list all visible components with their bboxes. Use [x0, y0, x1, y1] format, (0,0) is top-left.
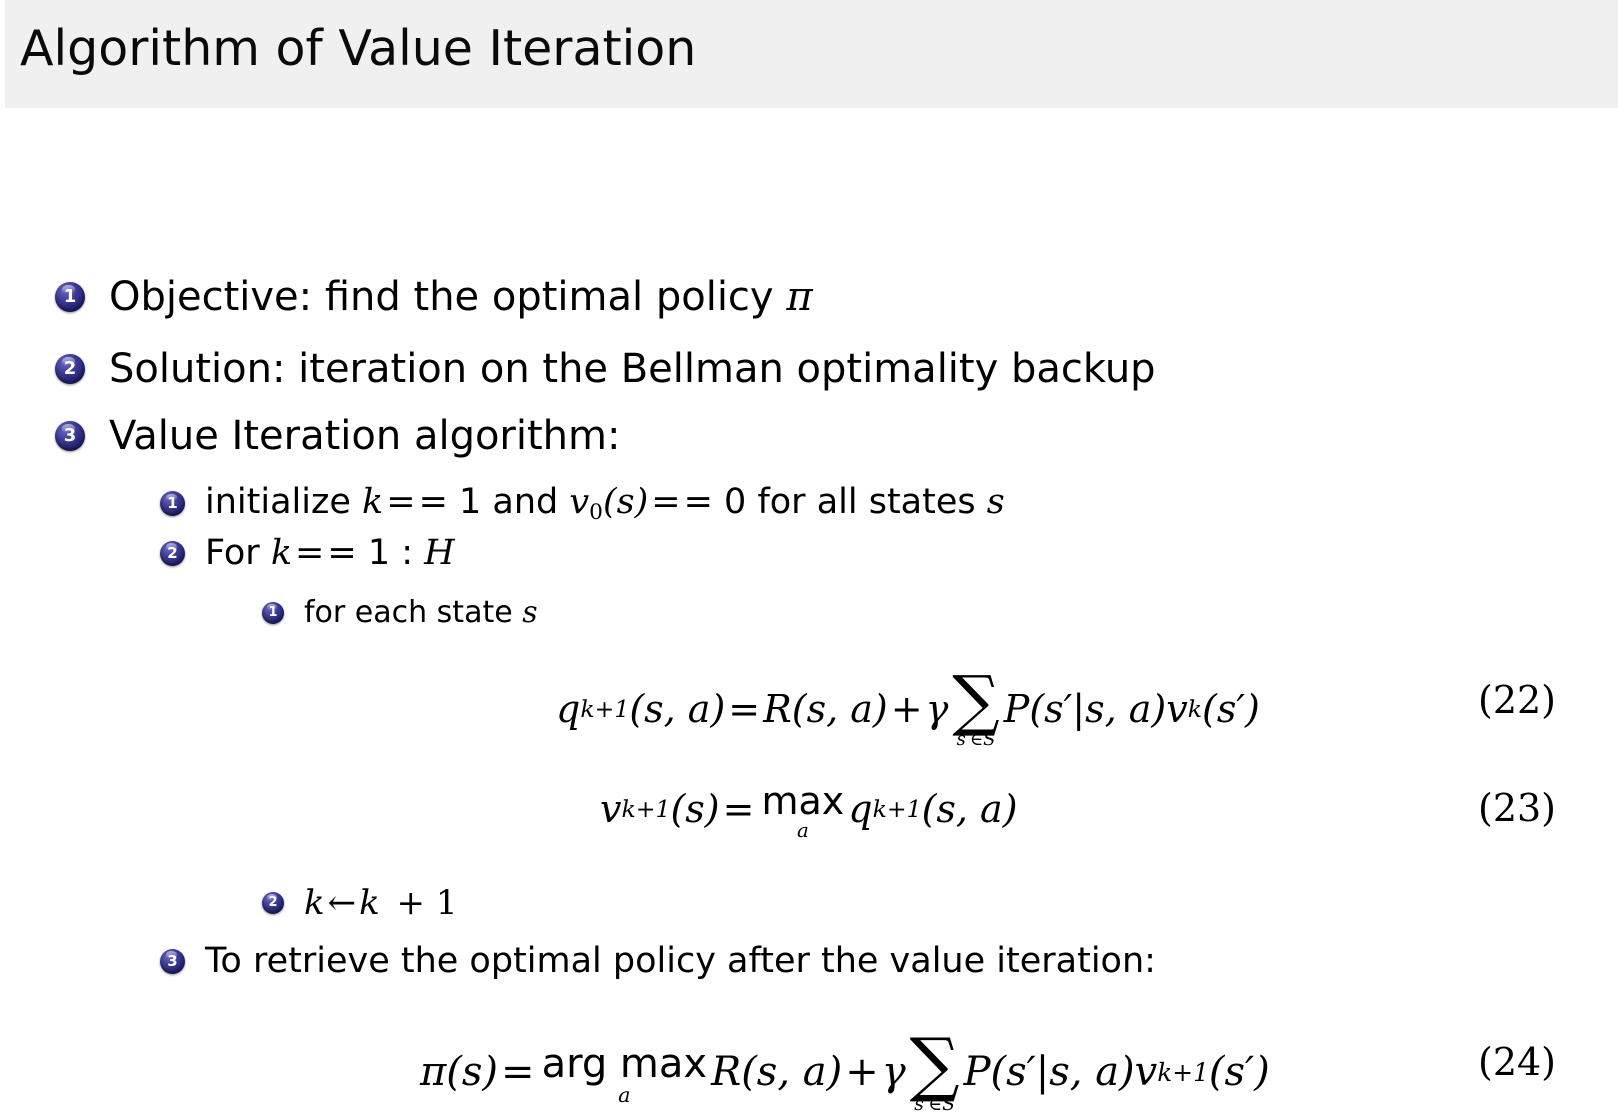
- list-item-label: k←k + 1: [304, 883, 458, 923]
- equation-number-24: (24): [1478, 1040, 1557, 1084]
- summation-symbol: ∑ s′∈S: [909, 1023, 960, 1115]
- list-item-label: initialize k== 1 and v0(s)== 0 for all s…: [205, 482, 1005, 526]
- slide-content: 1 Objective: find the optimal policy π 2…: [0, 108, 1618, 1114]
- bullet-number-icon: 1: [55, 282, 85, 312]
- bullet-number-icon: 1: [262, 601, 284, 624]
- list-item-initialize: 1 initialize k== 1 and v0(s)== 0 for all…: [160, 482, 1005, 525]
- list-item-objective: 1 Objective: find the optimal policy π: [55, 274, 813, 320]
- bullet-number-icon: 3: [55, 421, 85, 451]
- list-item-algorithm: 3 Value Iteration algorithm:: [55, 413, 620, 459]
- list-item-label: Value Iteration algorithm:: [109, 413, 621, 459]
- list-item-label: Objective: find the optimal policy π: [109, 274, 813, 320]
- summation-symbol: ∑ s′∈S: [952, 661, 1000, 751]
- page-title: Algorithm of Value Iteration: [20, 20, 697, 77]
- argmax-operator: arg max a: [541, 1040, 708, 1107]
- bullet-number-icon: 2: [262, 892, 284, 914]
- bullet-number-icon: 2: [160, 540, 185, 566]
- list-item-label: For k== 1 : H: [205, 533, 455, 573]
- list-item-solution: 2 Solution: iteration on the Bellman opt…: [55, 346, 1156, 392]
- list-item-for-each-state: 1 for each state s: [262, 595, 538, 630]
- equation-24: π (s) = arg max a R (s, a) + γ ∑ s′∈S P (s′…: [420, 1023, 1270, 1115]
- list-item-label: for each state s: [304, 595, 538, 630]
- bullet-number-icon: 1: [160, 491, 185, 517]
- list-item-increment-k: 2 k←k + 1: [262, 883, 457, 923]
- equation-23: v k+1 (s) = max a q k+1 (s, a): [600, 779, 1018, 842]
- equation-number-22: (22): [1478, 678, 1557, 722]
- pi-symbol: π: [786, 274, 813, 320]
- equation-number-23: (23): [1478, 786, 1557, 830]
- equation-22: q k+1 (s, a) = R (s, a) + γ ∑ s′∈S P (s′|s, …: [556, 661, 1260, 751]
- list-item-for-loop: 2 For k== 1 : H: [160, 533, 455, 573]
- bullet-number-icon: 3: [160, 948, 185, 974]
- list-item-label: To retrieve the optimal policy after the…: [205, 941, 1156, 981]
- slide-title-bar: Algorithm of Value Iteration: [0, 0, 1618, 108]
- max-operator: max a: [761, 779, 845, 842]
- bullet-number-icon: 2: [55, 354, 85, 384]
- list-item-label: Solution: iteration on the Bellman optim…: [109, 346, 1156, 392]
- list-item-retrieve-policy: 3 To retrieve the optimal policy after t…: [160, 941, 1156, 981]
